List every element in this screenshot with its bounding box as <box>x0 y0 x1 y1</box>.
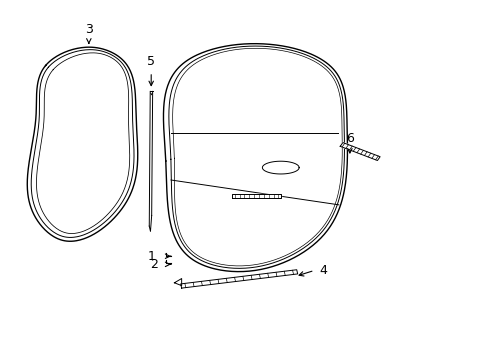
Text: 3: 3 <box>85 23 93 36</box>
Text: 5: 5 <box>147 55 155 68</box>
Text: 2: 2 <box>150 258 158 271</box>
Text: 1: 1 <box>147 250 155 263</box>
Polygon shape <box>262 161 299 174</box>
Polygon shape <box>232 194 280 198</box>
Polygon shape <box>181 270 297 288</box>
Polygon shape <box>340 143 379 161</box>
Text: 6: 6 <box>345 131 353 145</box>
Text: 4: 4 <box>319 264 326 277</box>
